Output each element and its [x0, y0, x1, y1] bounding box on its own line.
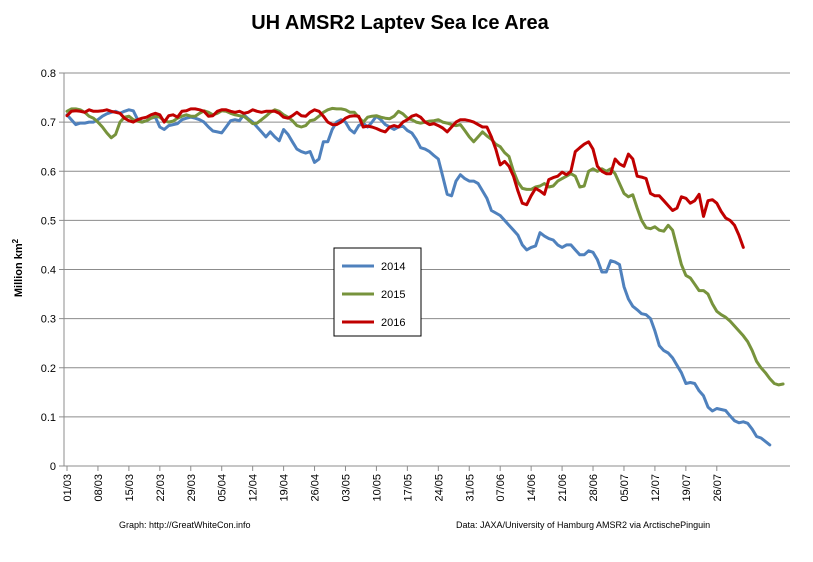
footer-source-graph: Graph: http://GreatWhiteCon.info [119, 520, 251, 530]
x-tick-label: 15/03 [124, 474, 136, 502]
x-tick-label: 14/06 [526, 474, 538, 502]
x-tick-label: 26/04 [310, 474, 322, 502]
x-axis: 01/03 08/03 15/03 22/03 29/03 05/04 12/04 19/04… [62, 465, 790, 502]
footer-source-data: Data: JAXA/University of Hamburg AMSR2 v… [456, 520, 710, 530]
series-lines [65, 106, 785, 447]
x-tick-label: 19/04 [279, 474, 291, 502]
x-tick-label: 24/05 [433, 474, 445, 502]
x-tick-label: 10/05 [371, 474, 383, 502]
y-tick-label: 0.7 [41, 117, 56, 129]
x-tick-label: 03/05 [340, 474, 352, 502]
x-tick-label: 26/07 [712, 474, 724, 502]
y-axis-label-superscript: 2 [11, 238, 20, 243]
x-tick-label: 01/03 [62, 474, 74, 502]
x-tick-label: 08/03 [93, 474, 105, 502]
y-tick-label: 0.1 [41, 412, 56, 424]
x-tick-label: 19/07 [681, 474, 693, 502]
x-tick-label: 05/07 [619, 474, 631, 502]
gridlines [64, 72, 790, 467]
legend-label-2016: 2016 [381, 317, 405, 329]
x-tick-label: 21/06 [557, 474, 569, 502]
y-tick-label: 0 [50, 461, 56, 473]
y-tick-label: 0.6 [41, 166, 56, 178]
legend-label-2015: 2015 [381, 289, 405, 301]
legend: 2014 2015 2016 [333, 247, 422, 337]
y-tick-label: 0.2 [41, 363, 56, 375]
x-tick-label: 12/04 [248, 474, 260, 502]
legend-label-2014: 2014 [381, 261, 405, 273]
y-axis-label-main: Million km [13, 243, 25, 297]
x-tick-label: 12/07 [650, 474, 662, 502]
series-line-2016 [65, 107, 745, 249]
x-tick-label: 05/04 [217, 474, 229, 502]
x-tick-label: 31/05 [464, 474, 476, 502]
x-tick-label: 07/06 [495, 474, 507, 502]
y-tick-label: 0.3 [41, 314, 56, 326]
x-tick-label: 29/03 [186, 474, 198, 502]
y-tick-label: 0.5 [41, 215, 56, 227]
y-tick-label: 0.4 [41, 265, 56, 277]
x-tick-label: 17/05 [402, 474, 414, 502]
y-axis: 0 0.1 0.2 0.3 0.4 0.5 0.6 0.7 0.8 [41, 68, 65, 473]
y-tick-label: 0.8 [41, 68, 56, 80]
y-axis-label: Million km2 [11, 238, 25, 297]
series-line-2014 [65, 108, 772, 447]
chart-title: UH AMSR2 Laptev Sea Ice Area [251, 12, 549, 34]
x-tick-label: 28/06 [588, 474, 600, 502]
x-tick-label: 22/03 [155, 474, 167, 502]
